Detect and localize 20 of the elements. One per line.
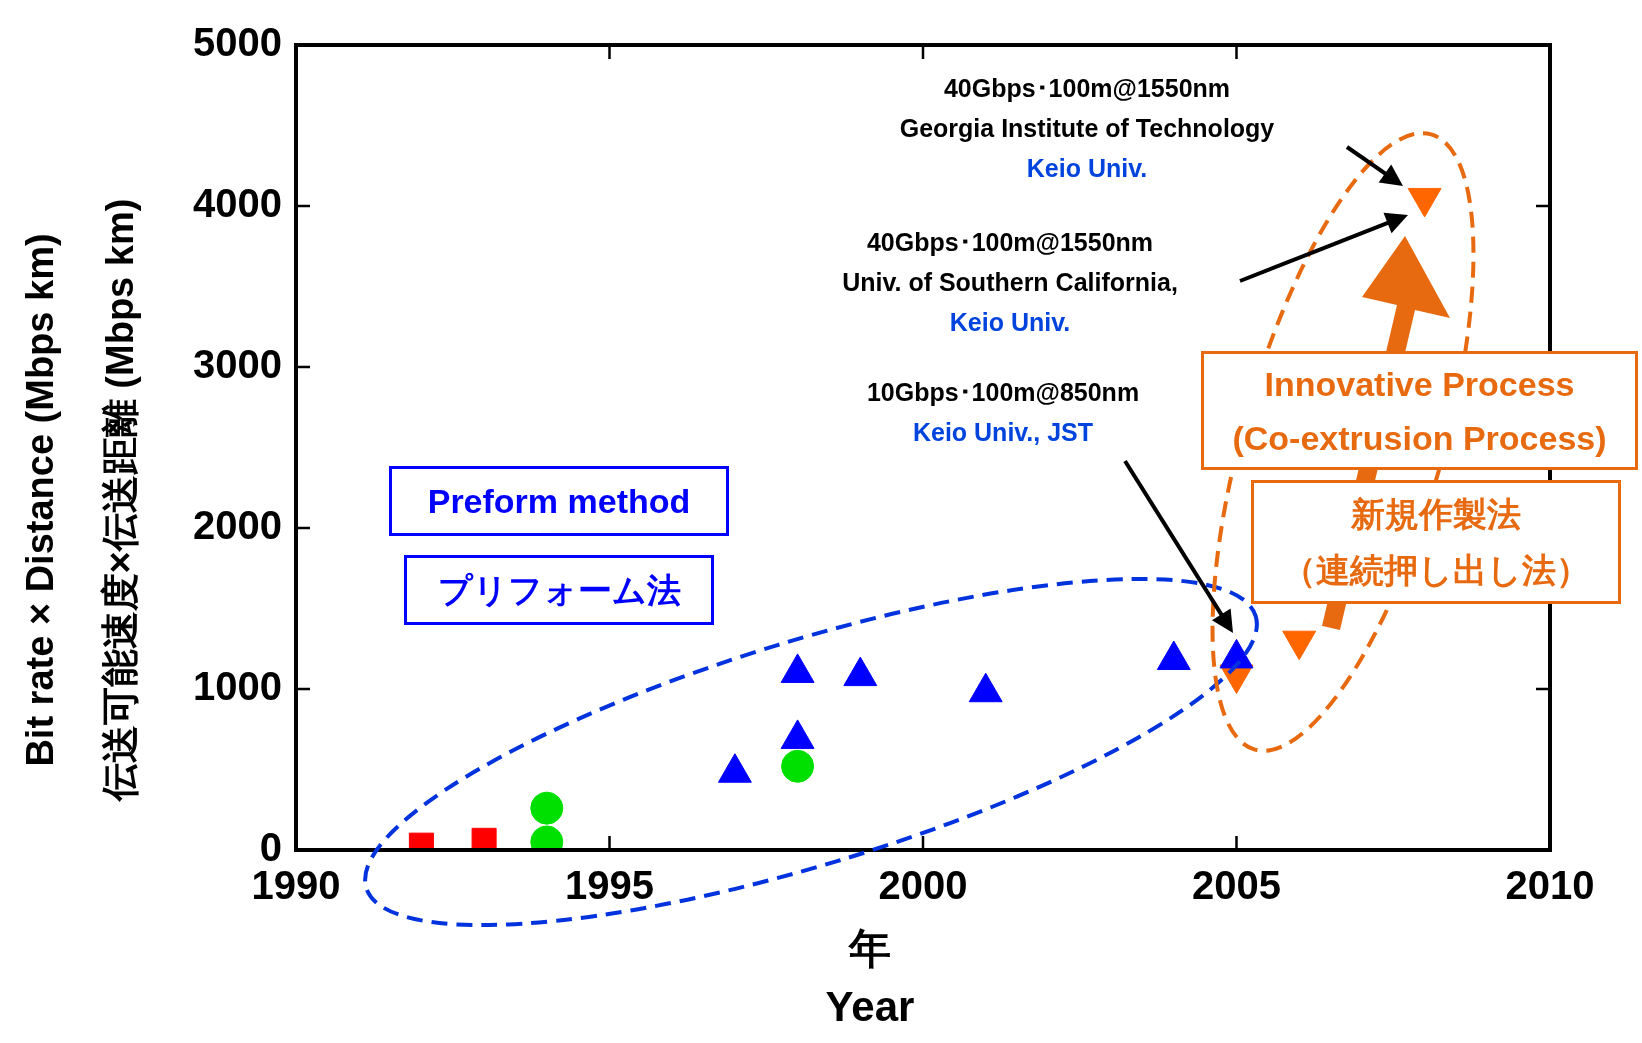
annotation: (Co-extrusion Process) [1231,418,1608,459]
x-tick-label: 2010 [1505,863,1595,908]
x-tick-label: 1995 [565,863,654,908]
y-tick-label: 1000 [193,664,282,709]
x-axis-title: 年 Year [824,924,916,1032]
annotation: 新規作製法 [1350,494,1522,535]
annotation: （連続押し出し法） [1281,550,1591,591]
y-tick-label: 3000 [193,342,282,387]
annotation: Preform method [389,466,729,536]
y-axis-title: Bit rate × Distance (Mbps km) 伝送可能速度×伝送距離 (Mbps km) [18,197,142,804]
y-tick-label: 2000 [193,503,282,548]
annotation: 10Gbps･100m@850nm Keio Univ., JST [866,377,1140,448]
x-tick-label: 2005 [1192,863,1281,908]
x-tick-label: 2000 [878,863,968,908]
annotation: プリフォーム法 [404,555,714,625]
y-tick-label: 4000 [193,181,282,226]
annotation: 40Gbps･100m@1550nm Univ. of Southern California, Keio Univ. [842,227,1178,338]
annotation: Innovative Process [1263,364,1576,405]
annotation: 40Gbps･100m@1550nm Georgia Institute of Technology Keio Univ. [899,73,1275,184]
y-tick-label: 5000 [193,20,282,65]
